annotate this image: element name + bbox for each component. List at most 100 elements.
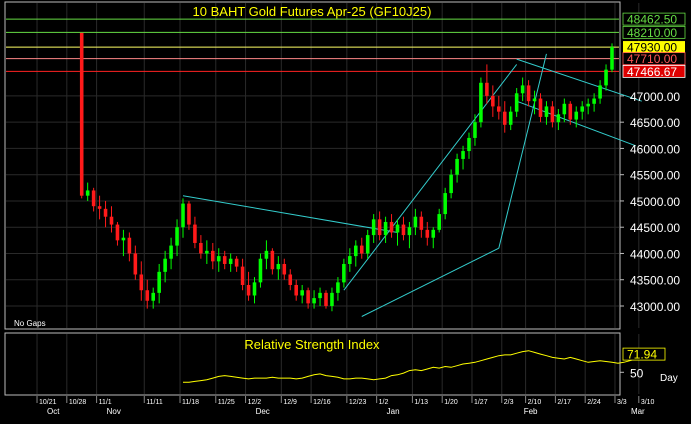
level-label-box — [622, 25, 686, 39]
candle-body — [395, 224, 400, 233]
candle-body — [389, 221, 394, 233]
trendline — [182, 195, 398, 233]
candle-body — [175, 227, 179, 246]
candle-body — [79, 32, 84, 196]
trendline — [498, 53, 547, 249]
candle-body — [246, 284, 251, 296]
x-date-label: 10/28 — [69, 399, 87, 406]
candle-body — [288, 274, 293, 285]
rsi-title: Relative Strength Index — [244, 337, 380, 352]
candle-body — [342, 263, 346, 283]
candle-body — [127, 237, 132, 254]
candle-body — [199, 242, 203, 254]
candle-body — [348, 256, 352, 264]
candle-body — [258, 258, 263, 283]
candle-body — [187, 203, 191, 225]
x-month-label: Nov — [107, 407, 121, 416]
x-date-label: 10/21 — [39, 399, 57, 406]
candle-body — [467, 137, 471, 152]
candle-body — [550, 106, 555, 123]
x-date-label: 11/11 — [146, 399, 163, 406]
candle-body — [294, 284, 298, 296]
candle-body — [574, 111, 579, 120]
candle-body — [121, 237, 126, 241]
x-date-label: 11/25 — [218, 399, 235, 406]
level-label: 47710.00 — [627, 52, 677, 66]
chart-title: 10 BAHT Gold Futures Apr-25 (GF10J25) — [193, 4, 432, 19]
x-date-label: 3/10 — [641, 399, 655, 406]
x-month-label: Oct — [47, 407, 60, 416]
y-tick-label: 46000.00 — [630, 142, 680, 156]
candle-body — [407, 227, 412, 236]
trendline — [516, 58, 642, 102]
candle-body — [163, 258, 167, 272]
candle-body — [91, 190, 96, 207]
y-tick-label: 46500.00 — [630, 116, 680, 130]
level-label: 48210.00 — [627, 26, 677, 40]
candle-body — [359, 245, 364, 254]
candle-body — [97, 206, 102, 209]
candle-body — [222, 256, 227, 264]
level-label-box — [622, 65, 686, 78]
candle-body — [479, 82, 483, 123]
rsi-last-box — [622, 347, 666, 361]
x-month-label: Feb — [524, 407, 538, 416]
x-date-label: 1/2 — [379, 399, 389, 406]
x-month-label: Mar — [631, 407, 645, 416]
candle-body — [300, 290, 304, 296]
candle-body — [169, 245, 173, 259]
trendline — [343, 64, 518, 291]
candle-body — [491, 95, 495, 107]
candle-body — [139, 274, 144, 291]
y-tick-label: 47000.00 — [630, 90, 680, 104]
candle-body — [508, 111, 513, 125]
candle-body — [103, 208, 108, 217]
x-date-label: 1/27 — [474, 399, 488, 406]
candle-body — [520, 85, 525, 94]
candle-body — [592, 98, 596, 104]
candle-body — [413, 216, 418, 228]
candle-body — [354, 245, 358, 257]
candle-body — [485, 82, 489, 96]
x-date-label: 3/3 — [617, 399, 627, 406]
x-date-label: 12/23 — [349, 399, 367, 406]
y-tick-label: 43000.00 — [630, 300, 680, 314]
x-date-label: 11/18 — [182, 399, 199, 406]
candle-body — [497, 106, 501, 112]
rsi-line — [183, 350, 649, 383]
candle-body — [431, 229, 436, 238]
x-date-label: 1/13 — [414, 399, 428, 406]
candle-body — [276, 263, 281, 270]
candle-body — [282, 263, 287, 275]
candle-body — [425, 229, 430, 238]
candle-body — [312, 298, 316, 304]
candle-body — [598, 85, 602, 99]
candle-body — [133, 253, 138, 275]
candle-body — [401, 224, 406, 236]
level-label: 47466.67 — [627, 65, 677, 79]
candle-body — [556, 114, 561, 123]
x-date-label: 2/17 — [557, 399, 571, 406]
candle-body — [205, 250, 209, 254]
candle-body — [318, 292, 322, 299]
candle-body — [306, 290, 310, 304]
candle-body — [562, 103, 567, 115]
candle-body — [377, 219, 382, 236]
candle-body — [538, 98, 543, 117]
y-tick-label: 45500.00 — [630, 169, 680, 183]
candle-body — [228, 258, 233, 264]
candles — [79, 32, 614, 312]
x-month-label: Dec — [256, 407, 270, 416]
level-label: 47930.00 — [627, 41, 677, 55]
candle-body — [610, 47, 614, 70]
rsi-last-label: 71.94 — [627, 348, 657, 362]
trendline — [361, 247, 500, 317]
candle-body — [371, 219, 376, 236]
candle-body — [151, 292, 155, 301]
candle-body — [115, 224, 120, 241]
candle-body — [568, 103, 573, 120]
level-label-box — [622, 12, 686, 26]
y-tick-label: 44500.00 — [630, 221, 680, 235]
